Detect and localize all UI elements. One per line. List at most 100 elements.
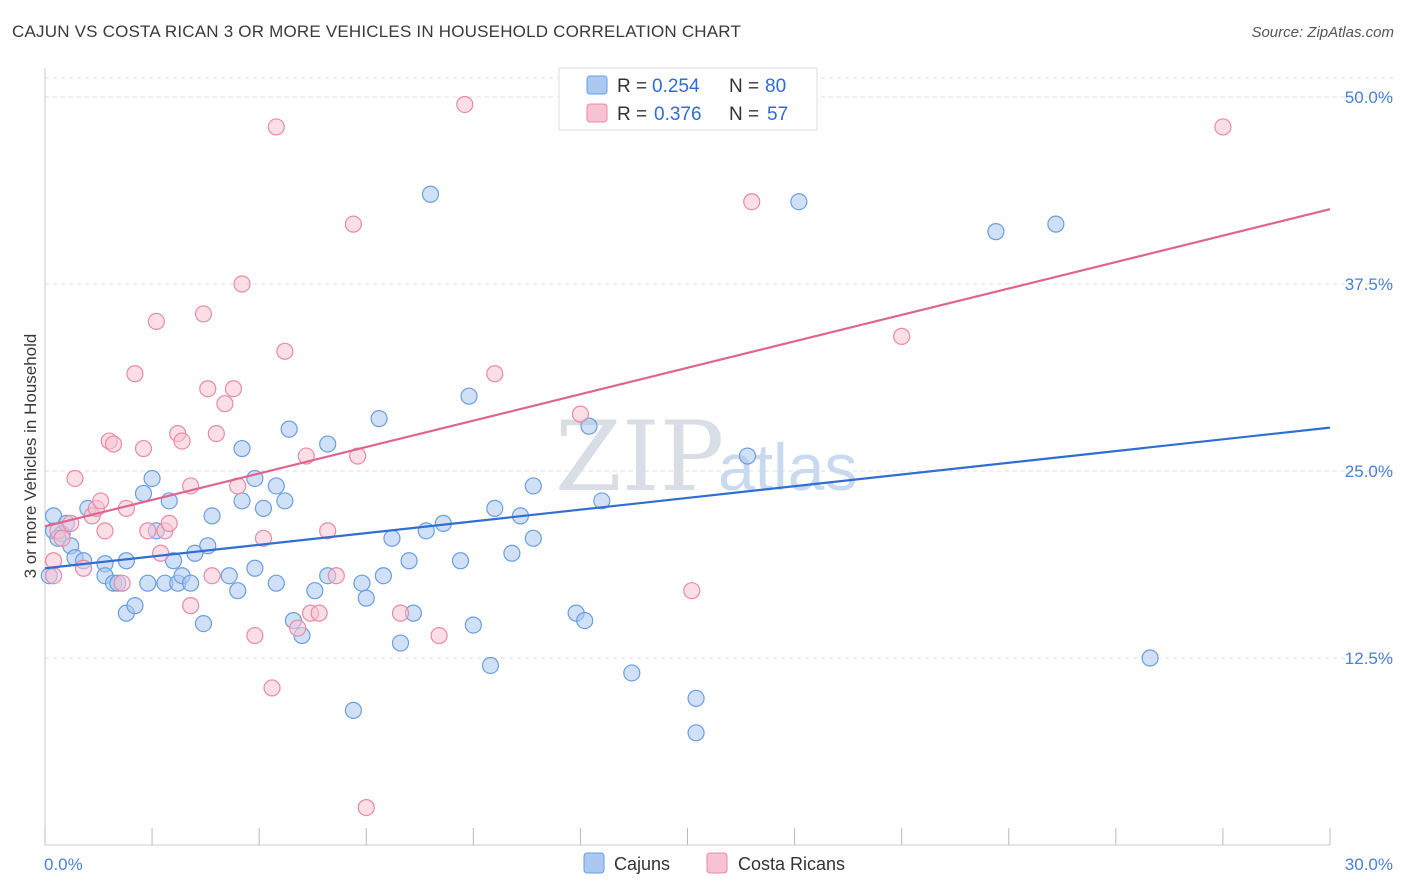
costa-rican-point <box>147 312 165 330</box>
costa-rican-point <box>233 275 251 293</box>
cajun-point <box>738 447 757 465</box>
y-tick-label: 50.0% <box>1345 88 1393 107</box>
costa-rican-point <box>349 447 367 465</box>
costa-rican-point <box>486 365 504 383</box>
cajun-point <box>220 567 238 585</box>
cajun-point <box>229 582 247 600</box>
costa-rican-point <box>207 425 225 443</box>
cajun-point <box>790 193 808 211</box>
x-tick-label-max: 30.0% <box>1345 855 1393 874</box>
cajun-point <box>687 689 705 707</box>
cajun-point <box>987 223 1005 241</box>
cajun-point <box>623 664 641 682</box>
costa-rican-point <box>216 395 234 413</box>
cajun-point <box>391 634 410 652</box>
legend-r-value-cajuns: 0.254 <box>652 76 700 97</box>
legend-n-value-costa-ricans: 57 <box>767 104 788 125</box>
cajun-point <box>280 420 298 438</box>
cajun-point <box>593 492 611 510</box>
bottom-legend-label-costa-ricans: Costa Ricans <box>738 854 845 874</box>
costa-rican-point <box>173 432 191 450</box>
costa-rican-point <box>267 118 285 136</box>
costa-rican-point <box>327 567 345 585</box>
costa-rican-point <box>134 439 153 458</box>
costa-rican-point <box>743 193 761 211</box>
cajun-point <box>357 589 375 607</box>
costa-rican-point <box>276 342 294 360</box>
cajun-point <box>687 724 705 742</box>
costa-ricans-points <box>44 95 1232 817</box>
source-label: Source: ZipAtlas.com <box>1251 24 1394 41</box>
cajun-point <box>126 597 144 615</box>
legend-r-label-cajuns: R = <box>617 76 647 97</box>
cajun-point <box>306 582 324 600</box>
cajun-point <box>203 507 221 525</box>
cajun-point <box>267 574 285 592</box>
legend-n-label-cajuns: N = <box>729 76 759 97</box>
cajun-point <box>576 611 594 630</box>
cajun-point <box>486 499 504 517</box>
legend-swatch-costa-ricans <box>586 103 608 123</box>
costa-rican-point <box>319 522 337 540</box>
costa-rican-point <box>44 567 63 585</box>
cajun-point <box>143 469 161 488</box>
cajun-point <box>276 492 294 510</box>
costa-rican-point <box>92 492 110 510</box>
costa-ricans-trend-line <box>44 208 1331 528</box>
cajun-point <box>233 439 251 458</box>
cajun-point <box>353 574 371 592</box>
costa-rican-point <box>104 435 123 453</box>
costa-rican-point <box>683 582 701 600</box>
costa-rican-point <box>194 305 213 323</box>
cajun-point <box>503 544 521 562</box>
costa-rican-point <box>344 215 362 233</box>
cajun-point <box>1047 215 1065 233</box>
costa-rican-point <box>391 604 410 622</box>
costa-rican-point <box>126 365 144 383</box>
legend-r-value-costa-ricans: 0.376 <box>654 104 702 125</box>
cajun-point <box>524 529 542 547</box>
y-axis-label: 3 or more Vehicles in Household <box>21 334 40 579</box>
chart-title: CAJUN VS COSTA RICAN 3 OR MORE VEHICLES … <box>12 22 742 41</box>
cajun-point <box>267 477 285 495</box>
cajun-point <box>246 559 264 577</box>
cajun-point <box>164 552 183 570</box>
costa-rican-point <box>254 529 273 547</box>
bottom-legend-label-cajuns: Cajuns <box>614 854 670 874</box>
cajuns-points <box>40 185 1159 742</box>
legend-swatch-cajuns <box>586 75 608 95</box>
costa-rican-point <box>139 522 157 540</box>
cajun-point <box>134 484 153 503</box>
costa-rican-point <box>310 604 328 622</box>
cajun-point <box>370 410 388 428</box>
cajun-point <box>451 552 470 570</box>
costa-rican-point <box>224 380 243 398</box>
cajun-point <box>400 552 418 570</box>
costa-rican-point <box>182 597 200 615</box>
costa-rican-point <box>571 405 590 423</box>
costa-rican-point <box>456 95 474 114</box>
cajun-point <box>1141 649 1159 667</box>
costa-rican-point <box>893 327 911 345</box>
x-ticks <box>44 828 1331 845</box>
cajun-point <box>383 529 401 547</box>
bottom-legend: Cajuns Costa Ricans <box>583 852 845 874</box>
cajun-point <box>374 567 392 585</box>
trend-lines <box>44 208 1331 570</box>
cajun-point <box>580 417 598 435</box>
costa-rican-point <box>289 619 307 637</box>
costa-rican-point <box>66 469 84 488</box>
x-tick-label-min: 0.0% <box>44 855 83 874</box>
y-tick-label: 12.5% <box>1345 649 1393 668</box>
costa-rican-point <box>44 552 63 570</box>
cajun-point <box>233 492 251 510</box>
cajun-point <box>481 656 500 675</box>
cajun-point <box>460 387 478 405</box>
y-tick-labels: 12.5% 25.0% 37.5% 50.0% <box>1345 88 1393 668</box>
cajun-point <box>139 574 157 592</box>
cajun-point <box>344 701 362 719</box>
costa-rican-point <box>113 574 131 592</box>
costa-rican-point <box>1214 118 1232 136</box>
bottom-legend-swatch-cajuns <box>583 852 605 874</box>
